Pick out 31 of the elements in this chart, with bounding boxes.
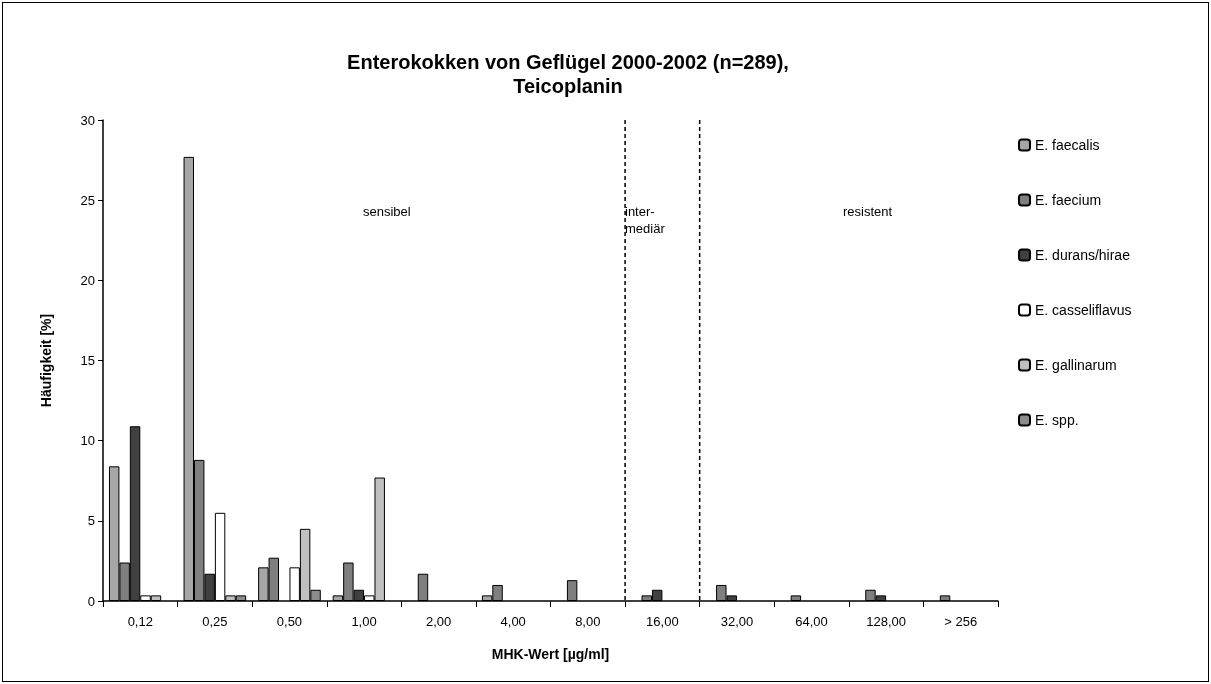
y-axis-title: Häufigkeit [%] — [38, 313, 54, 408]
x-tick-label: 64,00 — [795, 614, 828, 629]
y-tick-label: 5 — [87, 513, 95, 529]
x-tick-label: 8,00 — [575, 614, 601, 629]
y-tick-label: 30 — [80, 112, 95, 128]
x-tick-label: > 256 — [944, 614, 978, 629]
annotation: resistent — [843, 204, 893, 219]
x-tick-label: 2,00 — [425, 614, 452, 629]
y-tick-label: 0 — [87, 593, 95, 609]
x-tick-label: 1,00 — [351, 614, 377, 629]
x-axis-title: MHK-Wert [µg/ml] — [491, 646, 610, 662]
legend-label: E. gallinarum — [1035, 357, 1117, 373]
legend-label: E. casseliflavus — [1035, 302, 1132, 318]
y-tick-label: 25 — [80, 192, 95, 208]
x-tick-label: 0,50 — [276, 614, 303, 629]
legend-label: E. faecium — [1035, 192, 1102, 208]
x-tick-label: 128,00 — [866, 614, 907, 629]
y-tick-label: 15 — [80, 353, 95, 368]
y-tick-label: 10 — [80, 433, 95, 449]
x-tick-label: 32,00 — [720, 614, 754, 629]
x-tick-label: 0,12 — [127, 614, 153, 629]
chart-title: Enterokokken von Geflügel 2000-2002 (n=289), Teicoplanin — [347, 51, 789, 97]
x-tick-label: 0,25 — [202, 614, 228, 629]
legend-label: E. faecalis — [1035, 137, 1100, 153]
x-tick-label: 4,00 — [500, 614, 526, 629]
y-tick-label: 20 — [80, 272, 95, 288]
x-tick-label: 16,00 — [646, 614, 679, 629]
annotation: sensibel — [363, 204, 411, 219]
annotation: inter- mediär — [625, 204, 666, 236]
legend-label: E. durans/hirae — [1035, 247, 1131, 263]
legend-label: E. spp. — [1035, 412, 1079, 428]
